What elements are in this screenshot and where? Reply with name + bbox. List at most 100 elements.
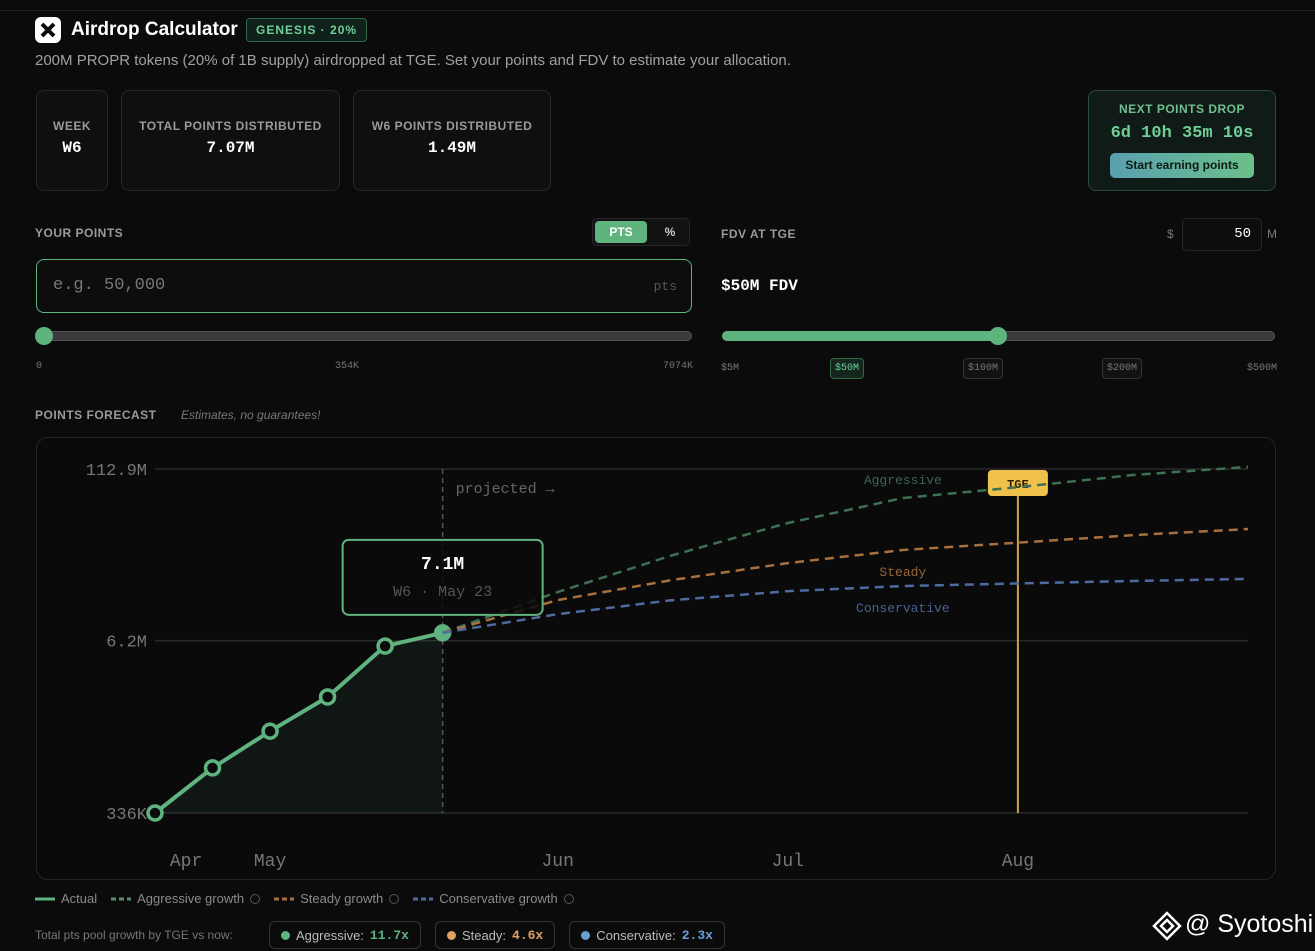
stat-value: 7.07M — [206, 139, 255, 157]
series-line — [442, 465, 1249, 635]
stat-label: WEEK — [53, 119, 91, 133]
scenario-label: Aggressive — [864, 473, 942, 488]
points-input[interactable]: e.g. 50,000 pts — [36, 259, 692, 313]
next-drop-label: NEXT POINTS DROP — [1118, 102, 1245, 116]
legend-swatch — [413, 897, 434, 900]
unit-toggle: PTS % — [592, 218, 690, 246]
growth-items: Aggressive: 11.7x Steady: 4.6x Conservative:… — [269, 921, 725, 949]
legend-item: Conservative growth — [413, 891, 574, 906]
series-line — [153, 630, 444, 815]
event-label: TGE — [1007, 478, 1029, 492]
fdv-unit: M — [1267, 227, 1277, 241]
point — [376, 637, 394, 655]
legend-item: Steady growth — [274, 891, 400, 906]
scenario-label: Steady — [879, 565, 926, 580]
stat-card: WEEK W6 — [36, 90, 108, 191]
placeholder: e.g. 50,000 — [53, 276, 166, 295]
logo — [35, 17, 61, 43]
stat-label: W6 POINTS DISTRIBUTED — [371, 119, 533, 133]
growth-value: 4.6x — [512, 927, 544, 943]
growth-value: 11.7x — [369, 927, 409, 943]
scenario-label: Conservative — [856, 601, 950, 616]
x-tick-label: Aug — [1002, 852, 1034, 872]
stat-value: W6 — [62, 139, 82, 157]
x-tick-label: May — [254, 852, 287, 872]
point — [261, 722, 279, 740]
growth-dot — [581, 930, 591, 940]
growth-dot — [446, 930, 456, 940]
info-icon[interactable] — [250, 893, 261, 904]
fdv-display: $50M FDV — [721, 277, 798, 295]
y-tick-label: 112.9M — [86, 462, 147, 481]
legend-label: Actual — [61, 891, 98, 906]
badge: GENESIS · 20% — [246, 18, 368, 42]
slider-knob[interactable] — [989, 327, 1007, 345]
growth-name: Aggressive: — [296, 927, 364, 943]
legend-label: Aggressive growth — [137, 891, 245, 906]
x-tick-label: Apr — [170, 852, 202, 872]
fdv-preset[interactable]: $50M — [830, 358, 865, 379]
growth-dot — [281, 930, 290, 940]
projected-label: projected → — [456, 481, 555, 498]
watermark: @ Syotoshi — [1185, 910, 1314, 938]
fdv-preset[interactable]: $500M — [1246, 363, 1277, 374]
slider-label: 354K — [335, 361, 360, 372]
info-icon[interactable] — [389, 893, 400, 904]
growth-name: Conservative: — [596, 927, 676, 943]
fdv-input[interactable]: 50 — [1182, 218, 1262, 251]
legend-swatch — [111, 897, 132, 900]
point — [203, 759, 222, 777]
series-line — [442, 577, 1249, 635]
slider-knob[interactable] — [35, 327, 53, 345]
info-icon[interactable] — [563, 893, 574, 904]
forecast-note: Estimates, no guarantees! — [181, 408, 321, 422]
legend: Actual Aggressive growth Steady growth Cons… — [35, 891, 574, 906]
fdv-preset[interactable]: $200M — [1102, 358, 1143, 379]
forecast-label: POINTS FORECAST — [35, 408, 157, 422]
growth-pill: Conservative: 2.3x — [569, 921, 725, 949]
legend-swatch — [274, 897, 295, 900]
currency: $ — [1167, 227, 1174, 241]
points-label: YOUR POINTS — [35, 226, 124, 240]
legend-label: Conservative growth — [439, 891, 558, 906]
input-unit: pts — [653, 279, 677, 294]
top-border — [0, 10, 1315, 11]
watermark-icon — [1152, 911, 1182, 941]
stat-card: TOTAL POINTS DISTRIBUTED 7.07M — [121, 90, 340, 191]
title: Airdrop Calculator — [71, 19, 238, 40]
growth-name: Steady: — [461, 927, 507, 943]
slider-label: 0 — [36, 361, 43, 372]
growth-value: 2.3x — [681, 927, 713, 943]
area — [155, 632, 443, 813]
point — [146, 804, 164, 822]
growth-pill: Aggressive: 11.7x — [269, 921, 421, 949]
fdv-preset[interactable]: $5M — [721, 363, 740, 374]
legend-item: Actual — [35, 891, 97, 906]
toggle-pts[interactable]: PTS — [595, 221, 647, 243]
y-tick-label: 6.2M — [106, 634, 147, 653]
growth-pill: Steady: 4.6x — [434, 921, 556, 949]
series-line — [442, 527, 1249, 635]
stat-value: 1.49M — [427, 139, 476, 157]
fdv-label: FDV AT TGE — [721, 227, 796, 241]
subtitle: 200M PROPR tokens (20% of 1B supply) air… — [35, 52, 791, 69]
point — [318, 688, 337, 706]
toggle-percent[interactable]: % — [664, 225, 676, 239]
event-badge — [987, 470, 1048, 496]
tooltip-box — [341, 538, 544, 616]
growth-label: Total pts pool growth by TGE vs now: — [35, 928, 233, 942]
legend-swatch — [35, 897, 55, 900]
slider-label: 7074K — [662, 361, 693, 372]
chart-panel — [36, 437, 1276, 880]
fdv-preset[interactable]: $100M — [963, 358, 1004, 379]
next-drop-card: NEXT POINTS DROP 6d 10h 35m 10s Start ea… — [1088, 90, 1276, 191]
y-tick-label: 336K — [106, 806, 148, 825]
x-tick-label: Jun — [541, 852, 573, 872]
countdown: 6d 10h 35m 10s — [1110, 124, 1254, 143]
tooltip-value: 7.1M — [421, 555, 464, 575]
earn-button[interactable]: Start earning points — [1110, 153, 1254, 178]
stat-card: W6 POINTS DISTRIBUTED 1.49M — [353, 90, 551, 191]
legend-label: Steady growth — [300, 891, 384, 906]
